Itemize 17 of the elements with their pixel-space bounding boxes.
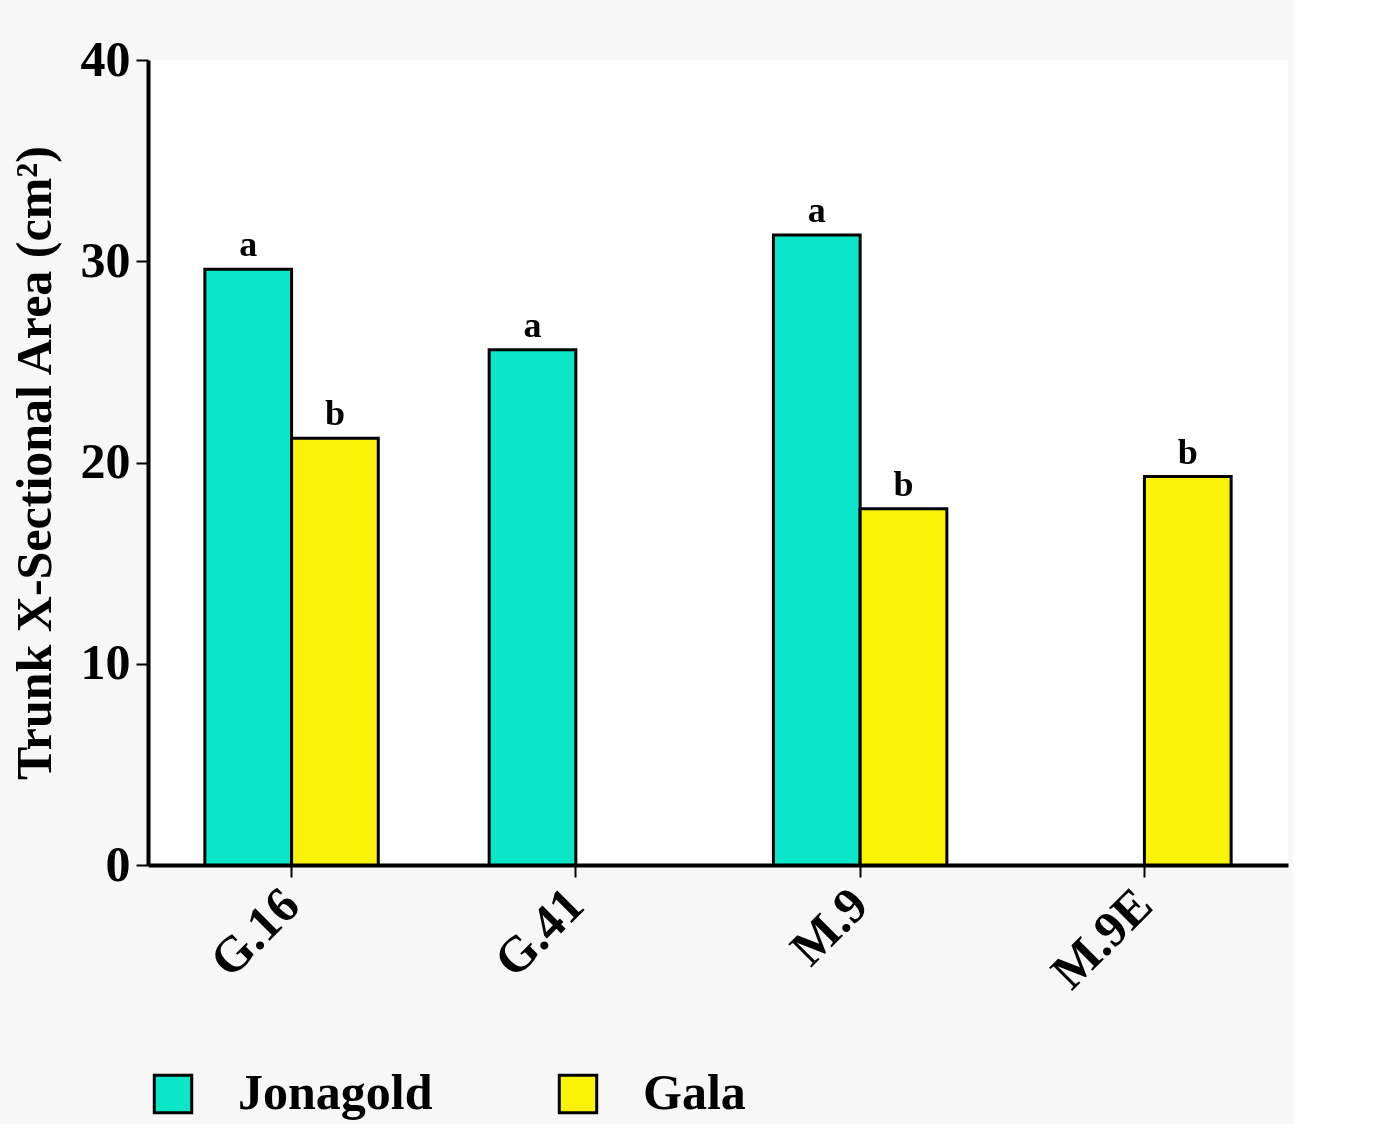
x-tick-label: G.41 <box>482 876 595 988</box>
data-label: b <box>324 393 345 434</box>
legend-label: Jonagold <box>238 1064 433 1120</box>
x-tick-label: M.9 <box>779 876 879 976</box>
data-label: a <box>807 190 826 231</box>
x-tick-label: G.16 <box>198 876 310 988</box>
y-axis-title: Trunk X-Sectional Area (cm²) <box>5 146 62 780</box>
y-tick-label: 40 <box>80 30 131 87</box>
y-tick-label: 30 <box>80 231 131 288</box>
data-label: b <box>1177 431 1198 472</box>
data-label: a <box>239 224 258 265</box>
y-tick-label: 20 <box>80 433 131 489</box>
data-label: b <box>893 463 914 504</box>
y-tick-label: 10 <box>80 634 131 691</box>
y-tick-label: 0 <box>105 835 131 892</box>
legend-label: Gala <box>643 1064 746 1120</box>
data-label: a <box>523 304 542 345</box>
